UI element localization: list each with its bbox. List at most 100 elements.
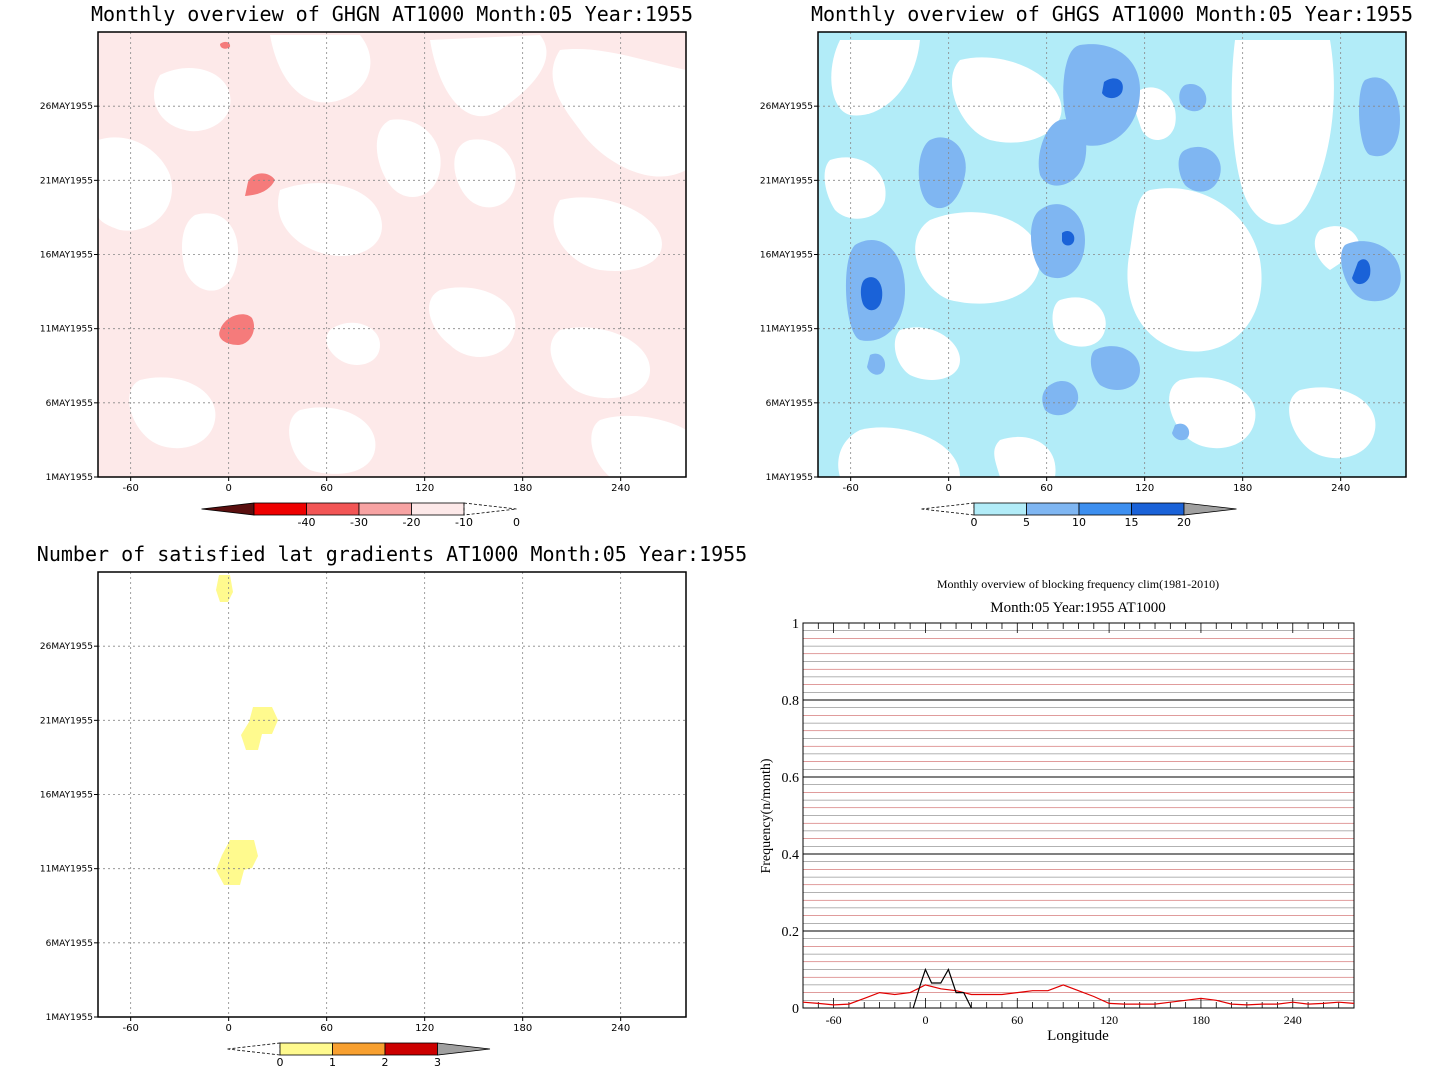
panel-2-white-region xyxy=(1231,40,1334,225)
panel-1-white-region xyxy=(129,377,216,449)
panel-1-grid xyxy=(98,32,686,477)
colorbar-box xyxy=(332,1042,386,1056)
colorbar-label: -40 xyxy=(298,516,316,529)
panel-1-white-region xyxy=(182,213,239,291)
colorbar-label: -10 xyxy=(455,516,473,529)
y-tick-label: 0.6 xyxy=(782,771,800,786)
panel-2-blue-region xyxy=(1341,241,1401,302)
x-tick-label: 120 xyxy=(415,483,434,494)
panel-1-white-region xyxy=(429,287,516,357)
colorbar-label: 20 xyxy=(1177,516,1191,529)
colorbar-box xyxy=(279,1042,333,1056)
colorbar-label: 5 xyxy=(1023,516,1030,529)
panel-2-blue-region xyxy=(1090,346,1140,390)
x-tick-label: -60 xyxy=(122,483,138,494)
y-tick-label: 0.8 xyxy=(782,694,800,709)
colorbar-arrow-high xyxy=(463,502,517,516)
colorbar-label: 15 xyxy=(1125,516,1139,529)
panel-2-blue-region xyxy=(867,353,886,375)
colorbar-box xyxy=(358,502,412,516)
x-tick-label: 0 xyxy=(922,1013,928,1027)
y-tick-label: 11MAY1955 xyxy=(40,865,93,875)
colorbar-arrow-low xyxy=(201,502,255,516)
panel-1-red-blob xyxy=(245,173,275,196)
x-tick-label: 240 xyxy=(1284,1013,1302,1027)
panel-3-colorbar: 0 1 2 3 xyxy=(227,1042,491,1069)
panel-1-white-region xyxy=(270,35,371,103)
panel-3-title: Number of satisfied lat gradients AT1000… xyxy=(37,542,747,566)
panel-2-white-region xyxy=(994,436,1056,477)
y-tick-label: 1 xyxy=(792,617,799,632)
panel-lat-gradients: Number of satisfied lat gradients AT1000… xyxy=(37,542,747,1069)
y-tick-label: 16MAY1955 xyxy=(40,791,93,801)
panel-4-title: Monthly overview of blocking frequency c… xyxy=(937,577,1219,591)
colorbar-arrow-high xyxy=(437,1042,491,1056)
colorbar-label: -30 xyxy=(350,516,368,529)
x-tick-label: 120 xyxy=(1100,1013,1118,1027)
panel-1-axes: -60 0 60 120 180 240 1MAY1955 6MAY1955 11MAY1955… xyxy=(40,102,630,494)
panel-ghgs: Monthly overview of GHGS AT1000 Month:05… xyxy=(760,2,1413,529)
x-tick-label: 60 xyxy=(1011,1013,1023,1027)
x-tick-label: 0 xyxy=(945,483,951,494)
panel-2-white-region xyxy=(1169,377,1256,449)
x-tick-label: 240 xyxy=(611,1023,630,1034)
panel-3-axes: -60 0 60 120 180 240 1MAY1955 6MAY1955 11MAY1955… xyxy=(40,642,630,1034)
y-tick-label: 6MAY1955 xyxy=(766,399,813,409)
panel-2-white-region xyxy=(1052,297,1106,347)
x-tick-label: 180 xyxy=(513,483,532,494)
panel-1-white-region xyxy=(454,139,516,208)
x-tick-label: -60 xyxy=(842,483,858,494)
x-tick-label: 0 xyxy=(225,1023,231,1034)
y-tick-label: 1MAY1955 xyxy=(766,473,813,483)
x-tick-label: -60 xyxy=(826,1013,842,1027)
panel-1-white-region xyxy=(98,137,172,231)
colorbar-box xyxy=(1078,502,1132,516)
x-tick-label: 120 xyxy=(415,1023,434,1034)
panel-2-blue-region xyxy=(1179,84,1207,112)
panel-1-title: Monthly overview of GHGN AT1000 Month:05… xyxy=(91,2,693,26)
y-tick-label: 11MAY1955 xyxy=(760,325,813,335)
panel-1-field xyxy=(98,32,686,477)
panel-ghgn: Monthly overview of GHGN AT1000 Month:05… xyxy=(40,2,693,529)
panel-3-grid xyxy=(98,572,686,1017)
panel-3-yellow-blob xyxy=(216,575,233,602)
colorbar-box xyxy=(1131,502,1185,516)
panel-2-title: Monthly overview of GHGS AT1000 Month:05… xyxy=(811,2,1413,26)
y-tick-label: 16MAY1955 xyxy=(40,251,93,261)
panel-1-white-region xyxy=(552,49,686,177)
colorbar-box xyxy=(411,502,465,516)
y-tick-label: 21MAY1955 xyxy=(40,176,93,186)
panel-2-colorbar: 0 5 10 15 20 xyxy=(921,502,1237,529)
x-tick-label: 240 xyxy=(611,483,630,494)
panel-4-subtitle: Month:05 Year:1955 AT1000 xyxy=(990,600,1165,616)
x-tick-label: 60 xyxy=(320,1023,333,1034)
y-tick-label: 1MAY1955 xyxy=(46,1013,93,1023)
panel-2-blue-region xyxy=(1042,380,1079,416)
panel-2-white-region xyxy=(824,157,886,219)
colorbar-box xyxy=(1026,502,1080,516)
y-tick-label: 21MAY1955 xyxy=(760,176,813,186)
panel-4-plot: -60 0 60 120 180 240 0 0.2 0.4 0.6 0.8 1 xyxy=(782,617,1355,1027)
panel-2-white-region xyxy=(1289,387,1376,459)
panel-1-red-blob xyxy=(220,41,231,49)
panel-2-grid xyxy=(818,32,1406,477)
panel-2-white-region xyxy=(831,40,920,116)
panel-2-field xyxy=(818,32,1406,477)
y-tick-label: 0.2 xyxy=(782,925,800,940)
y-tick-label: 6MAY1955 xyxy=(46,399,93,409)
y-tick-label: 1MAY1955 xyxy=(46,473,93,483)
panel-2-blue-region xyxy=(1178,146,1221,192)
x-tick-label: 180 xyxy=(1192,1013,1210,1027)
colorbar-label: 0 xyxy=(513,516,520,529)
panel-1-red-blob xyxy=(219,314,255,345)
panel-1-white-region xyxy=(550,327,650,399)
panel-2-dark-blue-region xyxy=(1352,259,1371,285)
colorbar-arrow-high xyxy=(1183,502,1237,516)
panel-2-blue-region xyxy=(1172,423,1190,441)
panel-2-white-region xyxy=(1127,188,1262,352)
panel-blocking-frequency: Monthly overview of blocking frequency c… xyxy=(759,577,1355,1044)
panel-3-yellow-blob xyxy=(216,840,258,885)
x-tick-label: 0 xyxy=(225,483,231,494)
x-tick-label: 180 xyxy=(1233,483,1252,494)
x-tick-label: 60 xyxy=(1040,483,1053,494)
